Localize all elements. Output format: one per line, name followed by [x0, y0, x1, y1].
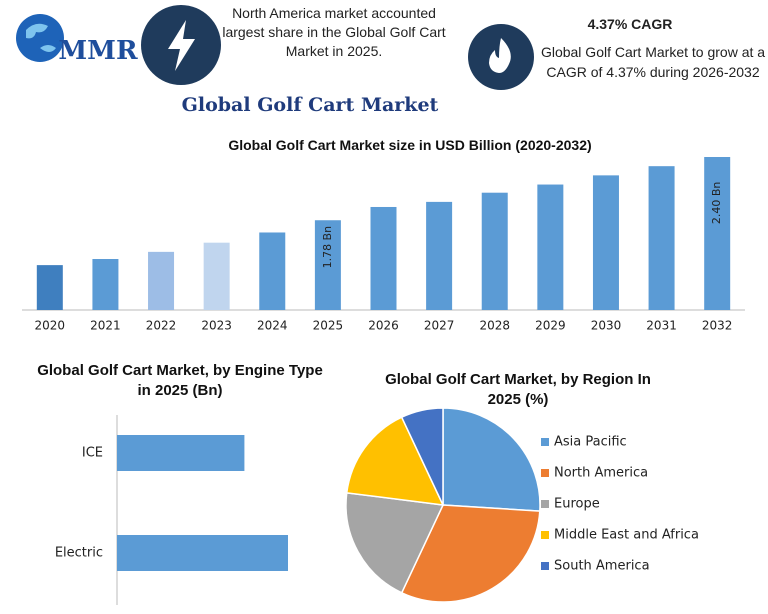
cagr-title: 4.37% CAGR: [587, 16, 673, 32]
x-tick-label: 2029: [535, 319, 566, 333]
bar: [36, 265, 63, 310]
bar: [117, 435, 245, 471]
flame-icon: [489, 38, 511, 73]
bar: [117, 535, 288, 571]
x-tick-label: 2031: [646, 319, 677, 333]
bar: [481, 192, 508, 310]
bar: [648, 166, 675, 310]
bar: [370, 206, 397, 310]
main-title: Global Golf Cart Market: [181, 94, 439, 116]
legend-label: South America: [554, 559, 650, 574]
legend-marker: [541, 469, 549, 477]
bar: [592, 175, 619, 310]
legend-marker: [541, 500, 549, 508]
pie-slice: [400, 504, 541, 603]
x-tick-label: 2027: [424, 319, 455, 333]
bar: [259, 232, 286, 310]
pie-slice: [400, 407, 444, 506]
x-tick-label: 2024: [257, 319, 288, 333]
legend-marker: [541, 531, 549, 539]
chart-title: Global Golf Cart Market, by Region In 20…: [385, 371, 651, 408]
x-tick-label: 2025: [313, 319, 344, 333]
bolt-icon: [168, 20, 195, 71]
bar: [203, 242, 230, 310]
x-tick-label: 2028: [479, 319, 510, 333]
bar: [426, 201, 453, 310]
legend-label: Middle East and Africa: [554, 528, 699, 543]
x-tick-label: 2022: [146, 319, 177, 333]
x-tick-label: 2026: [368, 319, 399, 333]
legend-label: North America: [554, 466, 648, 481]
x-tick-label: 2023: [201, 319, 232, 333]
y-tick-label: ICE: [82, 446, 103, 461]
bar: [537, 184, 564, 310]
legend-marker: [541, 562, 549, 570]
chart-title: Global Golf Cart Market size in USD Bill…: [228, 137, 592, 153]
pie-slice: [442, 407, 541, 512]
x-tick-label: 2030: [591, 319, 622, 333]
legend-label: Europe: [554, 497, 600, 512]
fact-text: Global Golf Cart Market to grow at a CAG…: [540, 44, 766, 80]
logo-globe: [16, 14, 64, 62]
value-label: 2.40 Bn: [710, 182, 723, 225]
x-tick-label: 2021: [90, 319, 121, 333]
pie-slice: [345, 416, 445, 506]
legend-label: Asia Pacific: [554, 435, 627, 450]
logo-land: [26, 23, 56, 52]
bar: [148, 251, 175, 310]
x-tick-label: 2020: [35, 319, 66, 333]
pie-slice: [345, 492, 445, 594]
y-tick-label: Electric: [55, 546, 103, 561]
x-tick-label: 2032: [702, 319, 733, 333]
chart-title: Global Golf Cart Market, by Engine Type …: [37, 362, 323, 399]
bar: [314, 220, 341, 310]
legend-marker: [541, 438, 549, 446]
logo-text: MMR: [58, 36, 138, 66]
bar: [92, 259, 119, 310]
fact-text: North America market accounted largest s…: [222, 5, 446, 59]
value-label: 1.78 Bn: [321, 226, 334, 269]
bar: [704, 157, 731, 310]
